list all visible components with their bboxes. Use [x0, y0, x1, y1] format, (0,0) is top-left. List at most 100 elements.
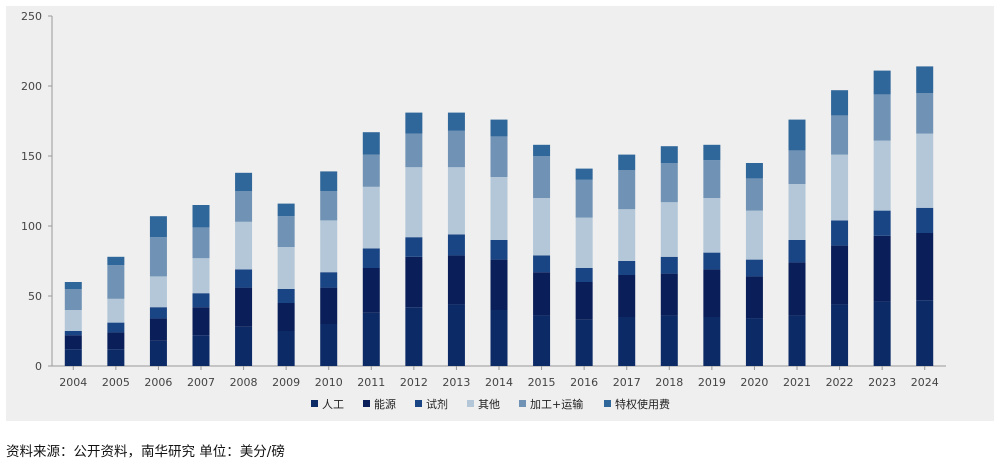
bar-segment — [362, 154, 380, 187]
x-tick-label: 2010 — [315, 376, 343, 389]
bar-segment — [192, 227, 210, 259]
x-tick-label: 2008 — [230, 376, 258, 389]
bar-segment — [831, 304, 849, 366]
bar-segment — [447, 234, 465, 256]
bar-segment — [618, 317, 636, 366]
bar-segment — [660, 273, 678, 316]
bar-segment — [192, 205, 210, 228]
legend-label: 其他 — [478, 398, 500, 411]
bar-segment — [703, 269, 721, 317]
bar-segment — [745, 318, 763, 366]
chart-panel: 2004 2005 2006 2007 2008 2009 2010 2011 2012 2013… — [6, 6, 994, 421]
bar-segment — [235, 326, 253, 366]
bar-segment — [149, 276, 167, 308]
bar-segment — [405, 133, 423, 168]
bar-segment — [745, 163, 763, 179]
bar-segment — [405, 237, 423, 257]
bar-segment — [192, 307, 210, 336]
x-tick-label: 2023 — [868, 376, 896, 389]
bar-segment — [873, 94, 891, 141]
bar-segment — [320, 220, 338, 273]
bar-segment — [107, 332, 125, 350]
x-tick-label: 2012 — [400, 376, 428, 389]
bar-segment — [405, 112, 423, 134]
x-tick-label: 2009 — [272, 376, 300, 389]
bar-segment — [277, 203, 295, 217]
bar-segment — [235, 172, 253, 191]
bar-segment — [277, 216, 295, 247]
bar-segment — [447, 255, 465, 305]
bar-segment — [533, 315, 551, 366]
bar-segment — [277, 331, 295, 366]
bar-segment — [320, 272, 338, 288]
x-tick-label: 2015 — [528, 376, 556, 389]
bar-segment — [745, 178, 763, 211]
x-tick-label: 2020 — [740, 376, 768, 389]
legend-swatch — [415, 400, 422, 407]
y-tick-label: 50 — [28, 290, 42, 303]
bar-segment — [533, 156, 551, 198]
bar-segment — [64, 310, 82, 331]
bar-segment — [149, 307, 167, 319]
bar-segment — [320, 324, 338, 366]
source-note: 资料来源：公开资料，南华研究 单位：美分/磅 — [6, 444, 285, 460]
bar-segment — [447, 130, 465, 168]
bar-segment — [277, 247, 295, 289]
bar-segment — [107, 322, 125, 333]
bar-segment — [618, 209, 636, 261]
bar-segment — [575, 179, 593, 218]
x-tick-label: 2006 — [144, 376, 172, 389]
legend-label: 特权使用费 — [615, 397, 670, 411]
bar-segment — [490, 119, 508, 137]
bar-segment — [873, 210, 891, 236]
x-tick-label: 2019 — [698, 376, 726, 389]
legend-swatch — [311, 400, 318, 407]
legend-swatch — [604, 400, 611, 407]
bar-segment — [618, 170, 636, 210]
bar-segment — [192, 293, 210, 308]
bar-segment — [831, 245, 849, 305]
bar-segment — [703, 317, 721, 366]
y-tick-label: 200 — [21, 80, 42, 93]
bar-segment — [490, 136, 508, 177]
bar-segment — [235, 221, 253, 270]
bar-segment — [235, 191, 253, 222]
x-tick-label: 2014 — [485, 376, 513, 389]
bar-segment — [192, 258, 210, 294]
bar-segment — [362, 312, 380, 366]
bar-segment — [660, 202, 678, 257]
bar-segment — [660, 315, 678, 366]
bar-segment — [916, 93, 934, 134]
bar-segment — [362, 186, 380, 249]
bar-segment — [362, 268, 380, 313]
bar-segment — [107, 298, 125, 323]
bar-segment — [405, 167, 423, 238]
x-tick-label: 2024 — [911, 376, 939, 389]
bar-segment — [618, 154, 636, 170]
bar-segment — [575, 319, 593, 366]
legend-label: 能源 — [374, 397, 396, 411]
bar-segment — [831, 90, 849, 116]
legend-swatch — [363, 400, 370, 407]
bar-segment — [320, 171, 338, 191]
bar-segment — [916, 300, 934, 366]
legend-label: 人工 — [322, 398, 344, 411]
bar-segment — [362, 132, 380, 155]
stacked-bar-chart: 2004 2005 2006 2007 2008 2009 2010 2011 2012 2013… — [21, 10, 946, 411]
bar-segment — [703, 160, 721, 198]
bar-segment — [831, 154, 849, 221]
bar-segment — [575, 168, 593, 180]
y-tick-label: 150 — [21, 150, 42, 163]
y-tick-label: 0 — [35, 360, 42, 373]
legend-label: 加工+运输 — [530, 397, 583, 411]
bar-segment — [575, 282, 593, 320]
bar-segment — [831, 220, 849, 246]
bar-segment — [447, 167, 465, 235]
legend-swatch — [519, 400, 526, 407]
bar-segment — [533, 255, 551, 273]
bar-segment — [64, 282, 82, 289]
x-tick-label: 2004 — [59, 376, 87, 389]
bar-segment — [490, 259, 508, 310]
legend-swatch — [467, 400, 474, 407]
bar-segment — [916, 66, 934, 93]
